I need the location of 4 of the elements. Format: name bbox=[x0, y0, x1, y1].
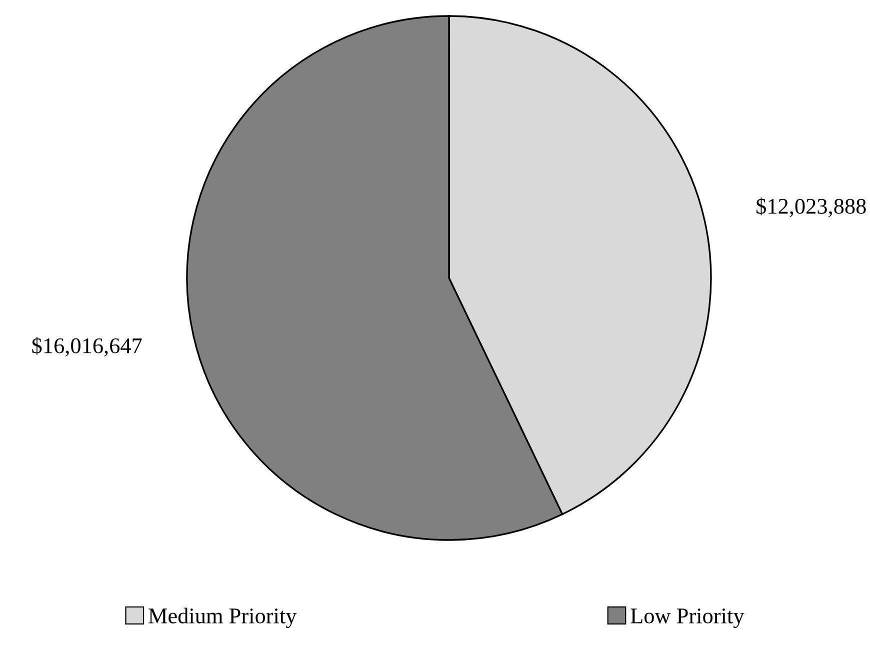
data-label: $12,023,888 bbox=[756, 198, 866, 218]
legend-label: Low Priority bbox=[630, 608, 744, 628]
data-label: $16,016,647 bbox=[32, 336, 142, 356]
legend-label: Medium Priority bbox=[148, 608, 297, 628]
